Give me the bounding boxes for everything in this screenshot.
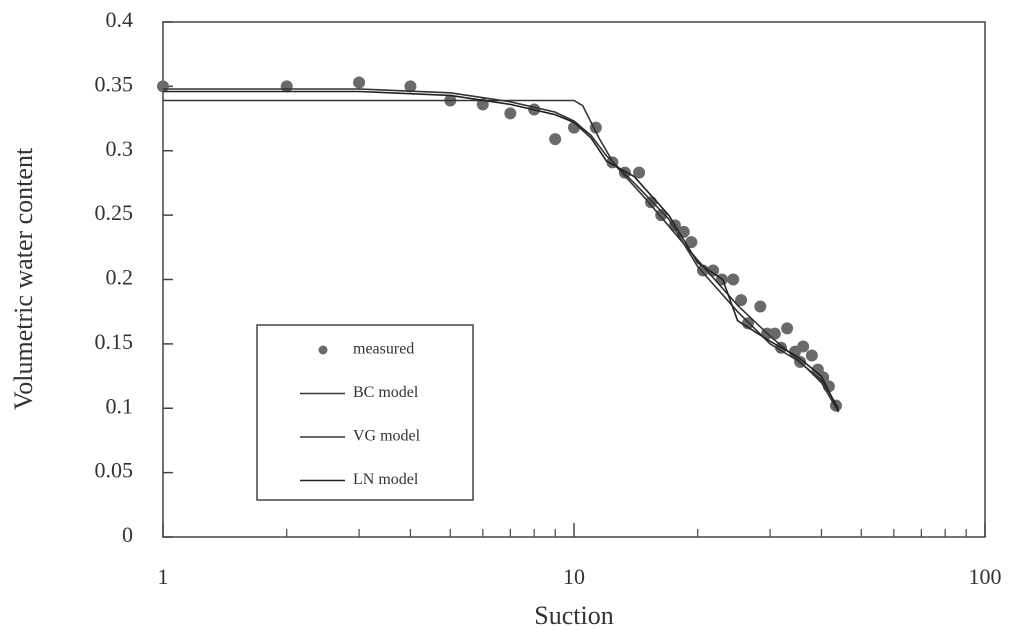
y-tick-label: 0.4 xyxy=(106,7,134,32)
data-point xyxy=(549,133,561,145)
y-tick-label: 0 xyxy=(122,522,133,547)
y-tick-label: 0.15 xyxy=(95,329,134,354)
y-tick-label: 0.25 xyxy=(95,200,134,225)
chart: Suction Volumetric water content 0 0.05 0.… xyxy=(0,0,1023,639)
legend-label: measured xyxy=(353,341,414,358)
y-axis-label: Volumetric water content xyxy=(9,147,38,410)
data-point xyxy=(281,80,293,92)
data-point xyxy=(806,349,818,361)
x-axis-label: Suction xyxy=(534,601,613,630)
y-tick-label: 0.05 xyxy=(95,458,134,483)
data-point xyxy=(645,196,657,208)
data-point xyxy=(754,301,766,313)
legend-label: VG model xyxy=(353,428,421,445)
legend-label: BC model xyxy=(353,384,419,401)
legend-marker xyxy=(319,346,328,355)
data-point xyxy=(727,274,739,286)
y-tick-label: 0.1 xyxy=(106,393,134,418)
y-tick-label: 0.35 xyxy=(95,71,134,96)
data-point xyxy=(157,80,169,92)
data-point xyxy=(797,340,809,352)
data-point xyxy=(781,322,793,334)
data-point xyxy=(353,77,365,89)
y-tick-label: 0.3 xyxy=(106,136,134,161)
data-point xyxy=(769,328,781,340)
y-tick-label: 0.2 xyxy=(106,265,134,290)
x-tick-label: 1 xyxy=(158,564,169,589)
x-tick-label: 10 xyxy=(563,564,585,589)
legend-label: LN model xyxy=(353,471,419,488)
x-tick-label: 100 xyxy=(969,564,1002,589)
data-point xyxy=(504,107,516,119)
